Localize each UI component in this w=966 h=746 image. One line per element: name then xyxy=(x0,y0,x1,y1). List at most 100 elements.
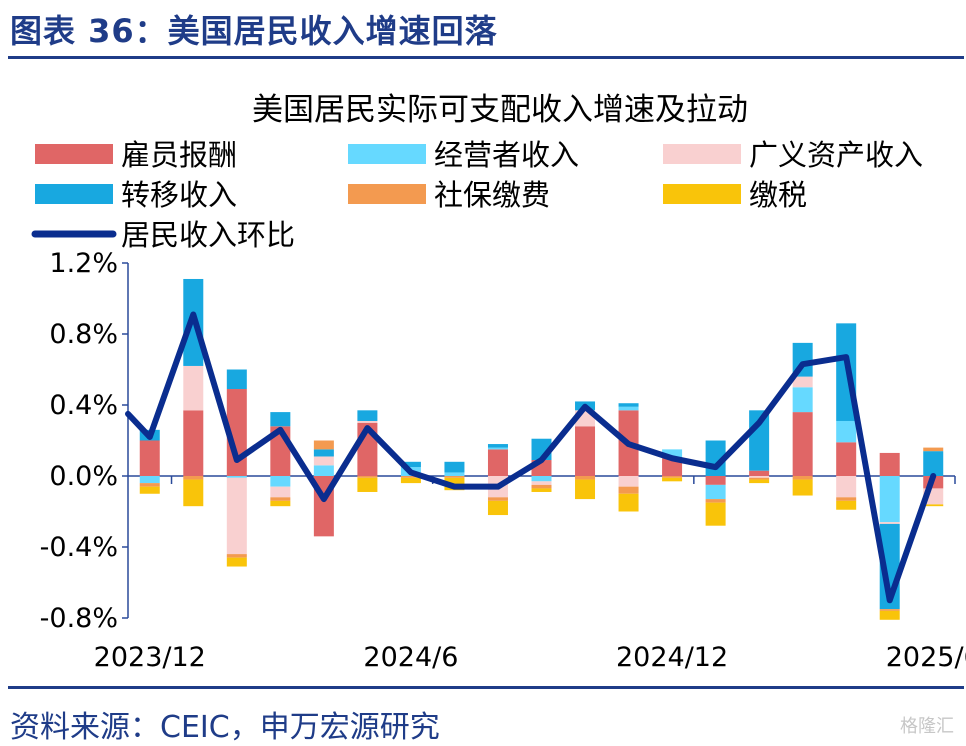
legend-label: 社保缴费 xyxy=(434,178,550,212)
bar-segment xyxy=(749,476,770,478)
bar-segment xyxy=(836,476,857,498)
footer-rule xyxy=(8,686,964,689)
bar-segment xyxy=(444,472,465,476)
axes: 1.2% 0.8% 0.4% 0.0% -0.4% -0.8% 2023/12 2024/6 2… xyxy=(40,248,966,673)
bar-segment xyxy=(313,449,334,457)
bar-segment xyxy=(705,476,726,485)
bar-segment xyxy=(531,481,552,485)
bar-segment xyxy=(618,403,639,407)
bar-segment xyxy=(444,461,465,473)
legend-swatch xyxy=(35,184,113,204)
bar-segment xyxy=(879,610,900,620)
legend-label: 居民收入环比 xyxy=(121,218,295,252)
legend-label: 广义资产收入 xyxy=(749,138,923,172)
bar-segment xyxy=(487,447,508,450)
bar-segment xyxy=(531,484,552,489)
bar-segment xyxy=(836,500,857,510)
bar-segment xyxy=(705,502,726,526)
y-tick-label: 0.0% xyxy=(49,461,118,492)
bar-segment xyxy=(183,410,204,476)
bar-segment xyxy=(313,465,334,476)
bars xyxy=(139,278,944,620)
legend-swatch xyxy=(663,144,741,164)
bar-segment xyxy=(400,461,421,468)
y-tick-label: 1.2% xyxy=(49,248,118,279)
bar-segment xyxy=(139,440,160,476)
bar-segment xyxy=(357,477,378,492)
legend-swatch xyxy=(348,144,426,164)
bar-segment xyxy=(226,477,247,555)
bar-segment xyxy=(400,477,421,484)
bar-segment xyxy=(487,500,508,516)
bar-segment xyxy=(139,486,160,494)
bar-segment xyxy=(139,476,160,484)
figure-title: 图表 36：美国居民收入增速回落 xyxy=(10,12,498,50)
title-rule xyxy=(8,56,964,59)
bar-segment xyxy=(270,497,291,501)
bar-segment xyxy=(270,412,291,427)
bar-segment xyxy=(575,426,596,476)
legend-label: 转移收入 xyxy=(121,178,237,212)
legend-label: 雇员报酬 xyxy=(121,138,237,172)
bar-segment xyxy=(183,476,204,480)
bar-segment xyxy=(705,484,726,500)
bar-segment xyxy=(792,476,813,480)
x-tick-label: 2025/6 xyxy=(886,642,966,673)
bar-segment xyxy=(357,476,378,478)
bar-segment xyxy=(183,365,204,411)
legend-swatch xyxy=(35,144,113,164)
bar-segment xyxy=(923,447,944,452)
y-tick-label: -0.8% xyxy=(40,603,118,634)
bar-segment xyxy=(662,458,683,476)
bar-segment xyxy=(749,470,770,476)
bar-segment xyxy=(270,476,291,487)
bar-segment xyxy=(792,376,813,388)
bar-segment xyxy=(879,609,900,611)
bar-segment xyxy=(836,497,857,501)
bar-segment xyxy=(270,486,291,498)
bar-segment xyxy=(226,369,247,390)
bar-segment xyxy=(749,479,770,484)
chart-title: 美国居民实际可支配收入增速及拉动 xyxy=(252,92,748,128)
bar-segment xyxy=(662,449,683,459)
bar-segment xyxy=(226,476,247,478)
x-tick-label: 2023/12 xyxy=(94,642,206,673)
bar-segment xyxy=(444,476,465,478)
legend-label: 经营者收入 xyxy=(434,138,579,172)
bar-segment xyxy=(400,476,421,478)
bar-segment xyxy=(879,476,900,523)
bar-segment xyxy=(836,420,857,443)
bar-segment xyxy=(487,449,508,476)
bar-segment xyxy=(226,554,247,558)
bar-segment xyxy=(879,522,900,524)
bar-segment xyxy=(357,410,378,421)
bar-segment xyxy=(313,456,334,466)
watermark: 格隆汇 xyxy=(900,716,954,737)
y-tick-label: 0.4% xyxy=(49,390,118,421)
bar-segment xyxy=(879,452,900,476)
bar-segment xyxy=(749,477,770,480)
bar-segment xyxy=(618,493,639,512)
bar-segment xyxy=(618,406,639,411)
bar-segment xyxy=(575,476,596,480)
bar-segment xyxy=(662,477,683,482)
x-tick-label: 2024/6 xyxy=(363,642,458,673)
bar-segment xyxy=(531,476,552,482)
bar-segment xyxy=(618,486,639,494)
bar-segment xyxy=(531,488,552,492)
bar-segment xyxy=(575,479,596,500)
line-layer xyxy=(125,311,937,604)
legend-label: 缴税 xyxy=(749,178,807,212)
bar-segment xyxy=(270,500,291,507)
bar-segment xyxy=(923,451,944,476)
bar-segment xyxy=(705,499,726,503)
bar-segment xyxy=(487,497,508,501)
y-tick-label: 0.8% xyxy=(49,319,118,350)
legend-swatch xyxy=(663,184,741,204)
bar-segment xyxy=(313,440,334,450)
bar-segment xyxy=(792,479,813,496)
x-tick-label: 2024/12 xyxy=(616,642,728,673)
bar-segment xyxy=(183,479,204,507)
bar-segment xyxy=(836,442,857,476)
